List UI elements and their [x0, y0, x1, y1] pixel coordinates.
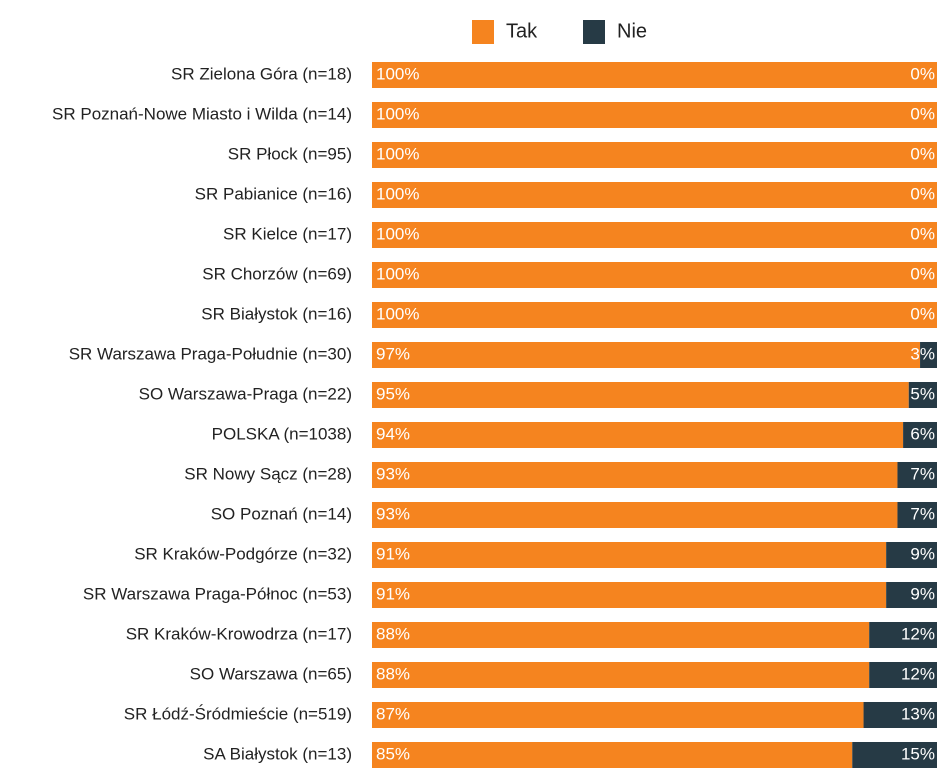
value-label: 0% [910, 224, 935, 243]
bar-segment [886, 582, 937, 608]
value-label: 13% [901, 704, 935, 723]
category-label: SR Łódź-Śródmieście (n=519) [124, 704, 352, 723]
category-label: SR Warszawa Praga-Północ (n=53) [83, 584, 352, 603]
bar-segment [908, 382, 937, 408]
bar-segment [372, 742, 853, 768]
value-label: 91% [376, 584, 410, 603]
bar-segment [372, 662, 870, 688]
value-label: 0% [910, 104, 935, 123]
value-label: 0% [910, 264, 935, 283]
bar-segment [372, 382, 909, 408]
value-label: 100% [376, 224, 419, 243]
value-label: 0% [910, 64, 935, 83]
value-label: 6% [910, 424, 935, 443]
value-label: 93% [376, 464, 410, 483]
value-label: 100% [376, 104, 419, 123]
value-label: 100% [376, 264, 419, 283]
value-label: 5% [910, 384, 935, 403]
value-label: 95% [376, 384, 410, 403]
category-label: SO Warszawa-Praga (n=22) [139, 384, 352, 403]
bar-segment [372, 542, 887, 568]
bar-segment [372, 142, 937, 168]
bar-segment [372, 462, 898, 488]
value-label: 100% [376, 144, 419, 163]
value-label: 100% [376, 64, 419, 83]
value-label: 12% [901, 664, 935, 683]
value-label: 3% [910, 344, 935, 363]
bar-segment [869, 662, 937, 688]
category-label: SR Nowy Sącz (n=28) [184, 464, 352, 483]
value-label: 88% [376, 664, 410, 683]
legend-label: Nie [617, 20, 647, 42]
value-label: 87% [376, 704, 410, 723]
bar-segment [372, 302, 937, 328]
bar-segment [372, 622, 870, 648]
category-label: SO Warszawa (n=65) [190, 664, 352, 683]
category-label: SR Chorzów (n=69) [202, 264, 352, 283]
bar-segment [863, 702, 937, 728]
bar-segment [372, 262, 937, 288]
bar-segment [372, 702, 864, 728]
value-label: 97% [376, 344, 410, 363]
bar-segment [372, 342, 921, 368]
bar-segment [372, 102, 937, 128]
value-label: 0% [910, 184, 935, 203]
value-label: 12% [901, 624, 935, 643]
value-label: 93% [376, 504, 410, 523]
value-label: 9% [910, 584, 935, 603]
bar-segment [372, 62, 937, 88]
value-label: 100% [376, 304, 419, 323]
bar-segment [372, 422, 904, 448]
category-label: SR Warszawa Praga-Południe (n=30) [69, 344, 352, 363]
category-label: SR Pabianice (n=16) [195, 184, 352, 203]
legend-swatch [472, 20, 494, 44]
value-label: 7% [910, 464, 935, 483]
category-label: SR Zielona Góra (n=18) [171, 64, 352, 83]
category-label: SA Białystok (n=13) [203, 744, 352, 763]
value-label: 15% [901, 744, 935, 763]
value-label: 85% [376, 744, 410, 763]
value-label: 94% [376, 424, 410, 443]
bar-segment [897, 462, 937, 488]
bar-segment [869, 622, 937, 648]
bar-segment [897, 502, 937, 528]
category-label: POLSKA (n=1038) [212, 424, 352, 443]
category-label: SR Białystok (n=16) [201, 304, 352, 323]
bar-segment [372, 582, 887, 608]
value-label: 100% [376, 184, 419, 203]
category-label: SR Kielce (n=17) [223, 224, 352, 243]
category-label: SR Poznań-Nowe Miasto i Wilda (n=14) [52, 104, 352, 123]
bar-segment [852, 742, 937, 768]
value-label: 91% [376, 544, 410, 563]
value-label: 7% [910, 504, 935, 523]
value-label: 0% [910, 144, 935, 163]
bar-segment [372, 222, 937, 248]
category-label: SR Płock (n=95) [228, 144, 352, 163]
bar-segment [920, 342, 937, 368]
value-label: 9% [910, 544, 935, 563]
value-label: 0% [910, 304, 935, 323]
category-label: SR Kraków-Podgórze (n=32) [134, 544, 352, 563]
bar-segment [372, 502, 898, 528]
category-label: SR Kraków-Krowodrza (n=17) [126, 624, 352, 643]
bar-segment [886, 542, 937, 568]
legend-label: Tak [506, 20, 538, 42]
category-label: SO Poznań (n=14) [211, 504, 352, 523]
value-label: 88% [376, 624, 410, 643]
legend-swatch [583, 20, 605, 44]
bar-segment [372, 182, 937, 208]
bar-segment [903, 422, 937, 448]
